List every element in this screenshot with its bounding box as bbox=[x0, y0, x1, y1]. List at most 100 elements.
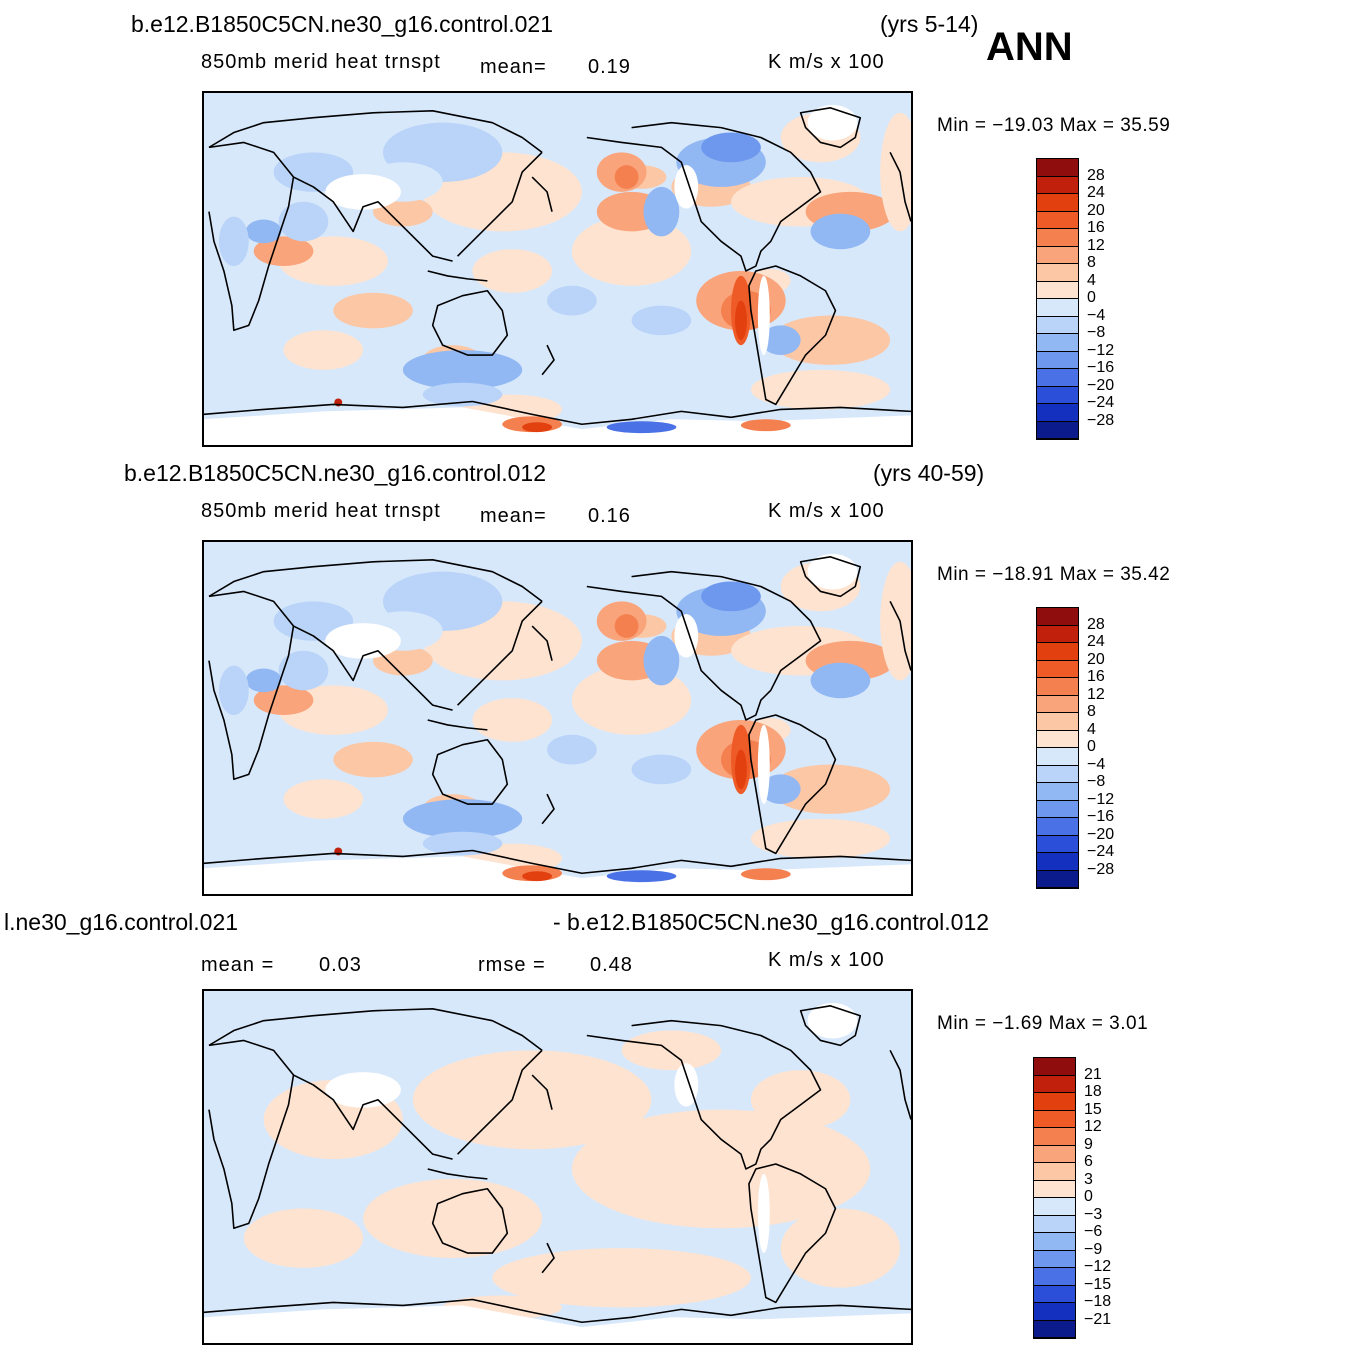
panel2-mean-label: mean= bbox=[480, 505, 547, 527]
contour-fill-region bbox=[402, 350, 523, 390]
colorbar-swatch bbox=[1037, 246, 1078, 264]
missing-data-region bbox=[807, 1002, 858, 1039]
colorbar-level-label: −24 bbox=[1087, 394, 1115, 411]
coastline bbox=[204, 1298, 911, 1324]
coastline bbox=[586, 1019, 822, 1170]
contour-fill-region bbox=[631, 305, 692, 336]
contour-fill-region bbox=[218, 665, 249, 716]
contour-fill-region bbox=[492, 1248, 751, 1308]
colorbar-swatch bbox=[1037, 660, 1078, 678]
contour-fill-region bbox=[701, 581, 761, 612]
colorbar-level-label: 16 bbox=[1087, 668, 1105, 685]
panel3-rmse-label: rmse = bbox=[478, 954, 546, 976]
missing-data-region bbox=[757, 1173, 770, 1254]
colorbar-level-label: −8 bbox=[1087, 324, 1106, 341]
colorbar-swatch bbox=[1037, 299, 1078, 317]
colorbar-level-label: 12 bbox=[1087, 685, 1105, 703]
contour-fill-region bbox=[402, 799, 523, 839]
contour-fill-region bbox=[245, 668, 282, 693]
missing-data-region bbox=[807, 553, 858, 590]
panel2-units: K m/s x 100 bbox=[768, 500, 885, 522]
missing-data-region bbox=[757, 275, 770, 356]
colorbar-swatch bbox=[1034, 1198, 1075, 1216]
colorbar-swatch bbox=[1037, 748, 1078, 766]
contour-fill-region bbox=[760, 325, 801, 356]
colorbar-level-label: 24 bbox=[1087, 184, 1105, 201]
colorbar-level-label: 3 bbox=[1084, 1170, 1093, 1188]
colorbar-level-label: −20 bbox=[1087, 376, 1115, 394]
colorbar-swatch bbox=[1037, 404, 1078, 422]
panel2-years: (yrs 40-59) bbox=[873, 460, 985, 486]
colorbar-swatch bbox=[1037, 421, 1078, 439]
contour-fill-region bbox=[740, 419, 791, 432]
contour-fill-region bbox=[253, 685, 314, 716]
colorbar-swatch bbox=[1037, 369, 1078, 387]
panel1-years: (yrs 5-14) bbox=[880, 11, 979, 37]
colorbar-level-label: −24 bbox=[1087, 843, 1115, 860]
colorbar-swatch bbox=[1037, 643, 1078, 661]
panel1-case-title: b.e12.B1850C5CN.ne30_g16.control.021 bbox=[131, 11, 553, 37]
coastline bbox=[431, 738, 509, 805]
colorbar-swatch bbox=[1034, 1128, 1075, 1146]
panel2-map bbox=[202, 540, 913, 896]
colorbar-swatch bbox=[1037, 386, 1078, 404]
missing-data-region bbox=[204, 1305, 911, 1343]
coastline bbox=[748, 714, 837, 855]
contour-fill-region bbox=[740, 868, 791, 881]
colorbar-level-label: −12 bbox=[1087, 790, 1115, 808]
colorbar-swatch bbox=[1034, 1058, 1075, 1076]
colorbar-level-label: 24 bbox=[1087, 633, 1105, 650]
colorbar-swatch bbox=[1037, 765, 1078, 783]
coastline bbox=[541, 1242, 555, 1274]
contour-fill-region bbox=[422, 831, 503, 856]
colorbar-level-label: 8 bbox=[1087, 703, 1096, 720]
contour-fill-region bbox=[547, 734, 597, 765]
colorbar-swatch bbox=[1037, 316, 1078, 334]
colorbar-level-label: −15 bbox=[1084, 1275, 1112, 1293]
colorbar-level-label: −3 bbox=[1084, 1205, 1103, 1223]
contour-fill-region bbox=[278, 201, 329, 242]
colorbar-level-label: 8 bbox=[1087, 254, 1096, 271]
coastline bbox=[431, 289, 509, 356]
contour-fill-region bbox=[278, 650, 329, 691]
colorbar-level-label: 6 bbox=[1084, 1153, 1093, 1170]
colorbar-swatch bbox=[1037, 695, 1078, 713]
colorbar-swatch bbox=[1037, 853, 1078, 871]
contour-fill-region bbox=[522, 871, 553, 882]
colorbar-level-label: −12 bbox=[1087, 341, 1115, 359]
contour-fill-region bbox=[333, 741, 413, 778]
panel3-mean-label: mean = bbox=[201, 954, 275, 976]
colorbar-level-label: 15 bbox=[1084, 1100, 1102, 1118]
contour-fill-region bbox=[283, 330, 364, 370]
coastline bbox=[427, 270, 488, 282]
contour-fill-region bbox=[810, 662, 871, 699]
missing-data-region bbox=[807, 104, 858, 141]
panel2-variable: 850mb merid heat trnspt bbox=[201, 500, 441, 522]
coastline bbox=[208, 1039, 295, 1230]
colorbar-swatch bbox=[1037, 194, 1078, 212]
missing-data-region bbox=[325, 623, 401, 659]
contour-fill-region bbox=[631, 754, 692, 785]
colorbar-swatch bbox=[1037, 351, 1078, 369]
colorbar-swatch bbox=[1037, 264, 1078, 282]
contour-fill-region bbox=[245, 219, 282, 244]
contour-fill-region bbox=[243, 1208, 364, 1268]
coastline bbox=[293, 625, 453, 711]
contour-fill-region bbox=[734, 300, 747, 341]
colorbar-level-label: 9 bbox=[1084, 1135, 1093, 1153]
contour-fill-region bbox=[547, 285, 597, 316]
panel1-units: K m/s x 100 bbox=[768, 51, 885, 73]
coastline bbox=[457, 600, 543, 706]
coastline bbox=[457, 1049, 543, 1155]
colorbar-swatch bbox=[1034, 1145, 1075, 1163]
contour-fill-region bbox=[770, 315, 891, 365]
contour-fill-region bbox=[422, 382, 503, 407]
contour-fill-region bbox=[333, 292, 413, 329]
colorbar-swatch bbox=[1034, 1285, 1075, 1303]
coastline bbox=[586, 570, 822, 721]
coastline bbox=[208, 559, 543, 602]
contour-fill-region bbox=[810, 213, 871, 250]
colorbar-swatch bbox=[1034, 1163, 1075, 1181]
colorbar-swatch bbox=[1034, 1215, 1075, 1233]
contour-fill-region bbox=[614, 614, 639, 638]
